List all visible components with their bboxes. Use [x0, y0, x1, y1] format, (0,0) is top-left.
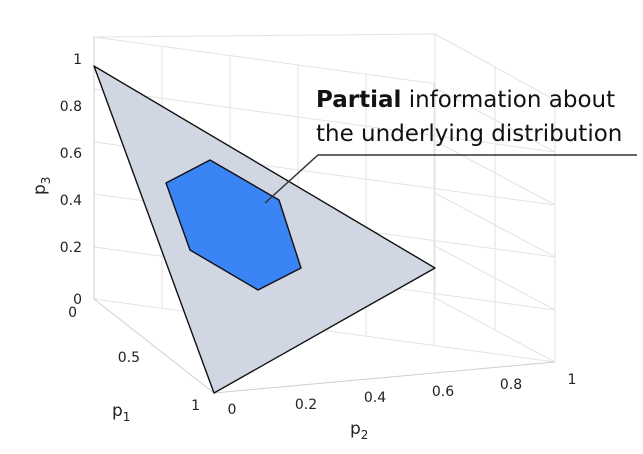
p3-axis-label: p3	[30, 177, 53, 195]
partial-information-region	[165, 159, 302, 291]
p2-tick-label: 0	[228, 402, 237, 418]
p3-tick-label: 1	[73, 52, 82, 68]
svg-text:p3: p3	[30, 177, 53, 195]
p3-tick-label: 0.2	[60, 240, 82, 256]
p3-tick-label: 0.6	[60, 146, 82, 162]
annotation-line-2: the underlying distribution	[316, 121, 622, 147]
p2-tick-label: 0.8	[500, 377, 522, 393]
p3-tick-label: 0.4	[60, 193, 82, 209]
p2-tick-label: 1	[568, 372, 577, 388]
p2-tick-labels: 0 0.2 0.4 0.6 0.8 1	[228, 372, 577, 418]
p2-axis-label: p2	[350, 419, 368, 442]
annotation-line-1: Partial information about	[316, 87, 615, 113]
p1-axis-line	[93, 298, 215, 394]
p3-tick-labels: 0 0.2 0.4 0.6 0.8 1	[60, 52, 82, 308]
p1-tick-labels: 0 0.5 1	[68, 305, 200, 414]
p2-tick-label: 0.2	[295, 397, 317, 413]
p1-tick-label: 1	[191, 398, 200, 414]
top-back-edge	[93, 33, 436, 38]
p2-tick-label: 0.6	[432, 384, 454, 400]
p2-axis-line	[213, 361, 556, 394]
p1-tick-label: 0.5	[118, 350, 140, 366]
annotation-leader-line	[264, 154, 637, 204]
p2-tick-label: 0.4	[364, 390, 386, 406]
p3-tick-label: 0	[73, 292, 82, 308]
p3-tick-label: 0.8	[60, 99, 82, 115]
p1-axis-label: p1	[112, 401, 130, 424]
p1-tick-label: 0	[68, 305, 77, 321]
